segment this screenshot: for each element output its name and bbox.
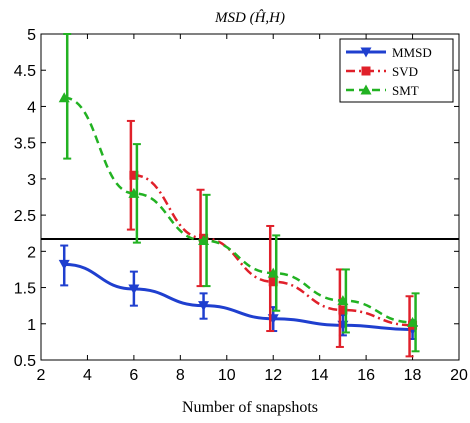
legend-marker-svd <box>361 66 371 76</box>
x-tick-label: 8 <box>176 367 185 384</box>
data-point-mmsd <box>128 284 140 295</box>
chart-title: MSD (Ĥ,H) <box>214 9 285 26</box>
data-point-smt <box>58 92 70 103</box>
plot-frame <box>40 33 460 361</box>
legend-marker-smt <box>360 84 372 95</box>
series-smt <box>58 33 420 353</box>
y-tick-label: 1.5 <box>14 281 36 298</box>
series-line-smt <box>64 96 413 324</box>
data-point-smt <box>267 267 279 278</box>
x-tick-label: 4 <box>83 367 92 384</box>
data-point-smt <box>198 234 210 245</box>
series-line-svd <box>133 174 413 327</box>
x-tick-label: 10 <box>218 367 236 384</box>
series-group <box>58 33 420 358</box>
legend-label-svd: SVD <box>392 64 418 79</box>
y-tick-label: 4.5 <box>14 63 36 80</box>
x-tick-label: 20 <box>450 367 468 384</box>
series-line-mmsd <box>64 262 413 332</box>
y-tick-label: 0.5 <box>14 353 36 370</box>
legend: MMSD SVD SMT <box>339 38 454 103</box>
y-tick-label: 3 <box>27 172 36 189</box>
plot-area <box>40 33 460 361</box>
data-point-smt <box>407 316 419 327</box>
x-tick-label: 6 <box>129 367 138 384</box>
data-point-smt <box>128 187 140 198</box>
data-point-mmsd <box>58 259 70 270</box>
data-point-svd <box>268 277 278 287</box>
x-tick-label: 2 <box>37 367 46 384</box>
y-tick-label: 2.5 <box>14 208 36 225</box>
data-point-svd <box>338 305 348 315</box>
y-tick-label: 4 <box>27 99 36 116</box>
data-point-svd <box>129 170 139 180</box>
x-axis-label: Number of snapshots <box>182 399 318 416</box>
y-tick-label: 5 <box>27 27 36 44</box>
legend-label-smt: SMT <box>392 83 419 98</box>
x-tick-label: 14 <box>311 367 329 384</box>
legend-marker-mmsd <box>360 47 372 58</box>
x-tick-label: 16 <box>357 367 375 384</box>
x-axis: 2 4 6 8 10 12 14 16 18 20 <box>37 34 468 384</box>
x-tick-label: 18 <box>404 367 422 384</box>
legend-label-mmsd: MMSD <box>392 45 432 60</box>
data-point-mmsd <box>198 301 210 312</box>
data-point-smt <box>337 295 349 306</box>
y-tick-label: 1 <box>27 317 36 334</box>
legend-box <box>339 38 454 103</box>
y-tick-label: 2 <box>27 244 36 261</box>
x-tick-label: 12 <box>264 367 282 384</box>
y-axis: 0.5 1 1.5 2 2.5 3 3.5 4 4.5 5 <box>14 27 459 370</box>
y-tick-label: 3.5 <box>14 136 36 153</box>
